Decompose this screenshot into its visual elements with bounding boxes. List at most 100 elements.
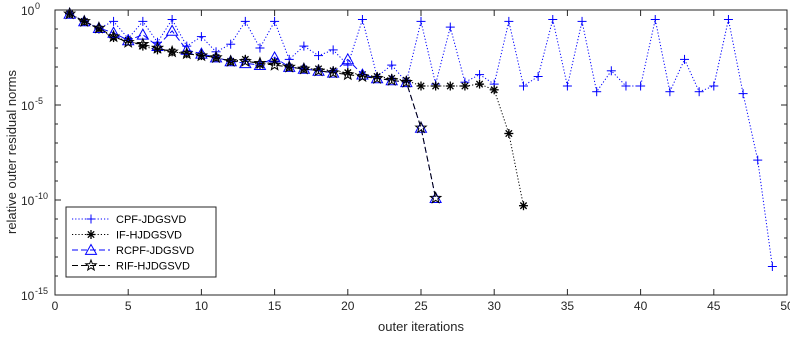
data-point xyxy=(238,54,252,67)
data-point xyxy=(268,50,281,63)
legend-label: CPF-JDGSVD xyxy=(116,214,186,226)
series-layer xyxy=(63,6,777,271)
data-point xyxy=(63,6,77,20)
data-point xyxy=(650,15,660,24)
legend-item: CPF-JDGSVD xyxy=(72,214,186,226)
data-point xyxy=(385,73,399,86)
data-point xyxy=(680,54,690,64)
data-point xyxy=(665,87,675,97)
data-point xyxy=(268,58,282,71)
data-point xyxy=(709,81,719,91)
legend-item: RCPF-JDGSVD xyxy=(72,243,194,257)
data-point xyxy=(429,191,443,204)
x-tick-label: 20 xyxy=(341,299,355,313)
data-point xyxy=(562,81,572,91)
data-point xyxy=(504,16,514,26)
data-point xyxy=(107,26,120,38)
y-tick-label: 10 -10 xyxy=(21,191,48,208)
data-point xyxy=(475,79,485,89)
data-point xyxy=(518,201,528,211)
data-point xyxy=(387,60,397,70)
data-point xyxy=(209,50,223,63)
data-point xyxy=(533,72,543,81)
data-point xyxy=(416,16,426,26)
data-point xyxy=(357,15,367,24)
data-point xyxy=(475,70,485,80)
x-tick-label: 30 xyxy=(488,299,502,313)
data-point xyxy=(414,121,428,133)
data-point xyxy=(460,81,470,91)
data-point xyxy=(311,63,326,77)
data-point xyxy=(109,16,119,26)
y-tick-label: 10 -15 xyxy=(21,286,48,303)
x-tick-label: 10 xyxy=(195,299,209,313)
y-tick-label-exponent: -10 xyxy=(35,191,48,201)
data-point xyxy=(370,71,384,84)
data-point xyxy=(326,65,340,79)
y-tick-label: 10 0 xyxy=(21,1,40,18)
data-point xyxy=(297,61,311,75)
y-tick-label-base: 10 xyxy=(21,289,35,303)
legend-label: RIF-HJDGSVD xyxy=(116,261,190,273)
data-point xyxy=(253,56,267,69)
y-tick-label: 10 -5 xyxy=(21,96,43,113)
data-point xyxy=(121,35,135,48)
data-point xyxy=(414,120,428,134)
data-point xyxy=(299,41,309,51)
data-point xyxy=(270,16,280,26)
data-point xyxy=(194,48,208,62)
y-tick-label-exponent: 0 xyxy=(35,1,40,11)
data-point xyxy=(209,50,223,64)
data-point xyxy=(518,81,528,91)
data-point xyxy=(136,37,150,50)
legend-item: IF-HJDGSVD xyxy=(72,230,182,242)
data-point xyxy=(92,21,106,34)
data-point xyxy=(150,41,165,54)
data-point xyxy=(341,52,355,65)
data-point xyxy=(180,43,194,55)
data-point xyxy=(577,16,587,26)
data-point xyxy=(592,87,602,97)
data-point xyxy=(165,24,179,36)
x-axis-title: outer iterations xyxy=(378,319,464,334)
data-point xyxy=(636,81,646,91)
data-point xyxy=(77,14,91,27)
y-tick-label-exponent: -5 xyxy=(35,96,43,106)
data-point xyxy=(548,15,558,24)
legend-label: IF-HJDGSVD xyxy=(116,230,182,242)
x-tick-label: 25 xyxy=(414,299,428,313)
data-point xyxy=(767,262,777,271)
x-tick-label: 0 xyxy=(52,299,59,313)
y-tick-label-exponent: -15 xyxy=(35,286,48,296)
y-axis-title: relative outer residual norms xyxy=(4,69,19,234)
y-tick-label-base: 10 xyxy=(21,194,35,208)
legend: CPF-JDGSVD IF-HJDGSVD RCPF-JDGSVD RIF-HJDGS… xyxy=(65,206,217,278)
data-point xyxy=(723,15,733,24)
data-point xyxy=(282,60,296,73)
data-point xyxy=(504,129,514,138)
x-tick-label: 45 xyxy=(707,299,721,313)
series-rif-hjdgsvd xyxy=(63,6,443,204)
y-tick-label-base: 10 xyxy=(21,99,35,113)
data-point xyxy=(106,29,121,43)
data-point xyxy=(240,16,250,26)
data-point xyxy=(399,75,413,88)
legend-label: RCPF-JDGSVD xyxy=(116,245,194,257)
data-point xyxy=(226,39,236,49)
data-point xyxy=(167,15,177,24)
data-point xyxy=(431,81,441,91)
data-point xyxy=(355,69,370,83)
data-point xyxy=(445,81,455,91)
data-point xyxy=(694,87,704,97)
data-point xyxy=(92,21,106,33)
y-tick-label-base: 10 xyxy=(21,4,35,18)
legend-marker xyxy=(84,258,98,272)
data-point xyxy=(416,81,426,91)
data-point xyxy=(297,62,311,74)
data-point xyxy=(328,45,338,55)
data-point xyxy=(180,46,194,60)
data-point xyxy=(606,66,616,76)
data-point xyxy=(255,43,265,53)
